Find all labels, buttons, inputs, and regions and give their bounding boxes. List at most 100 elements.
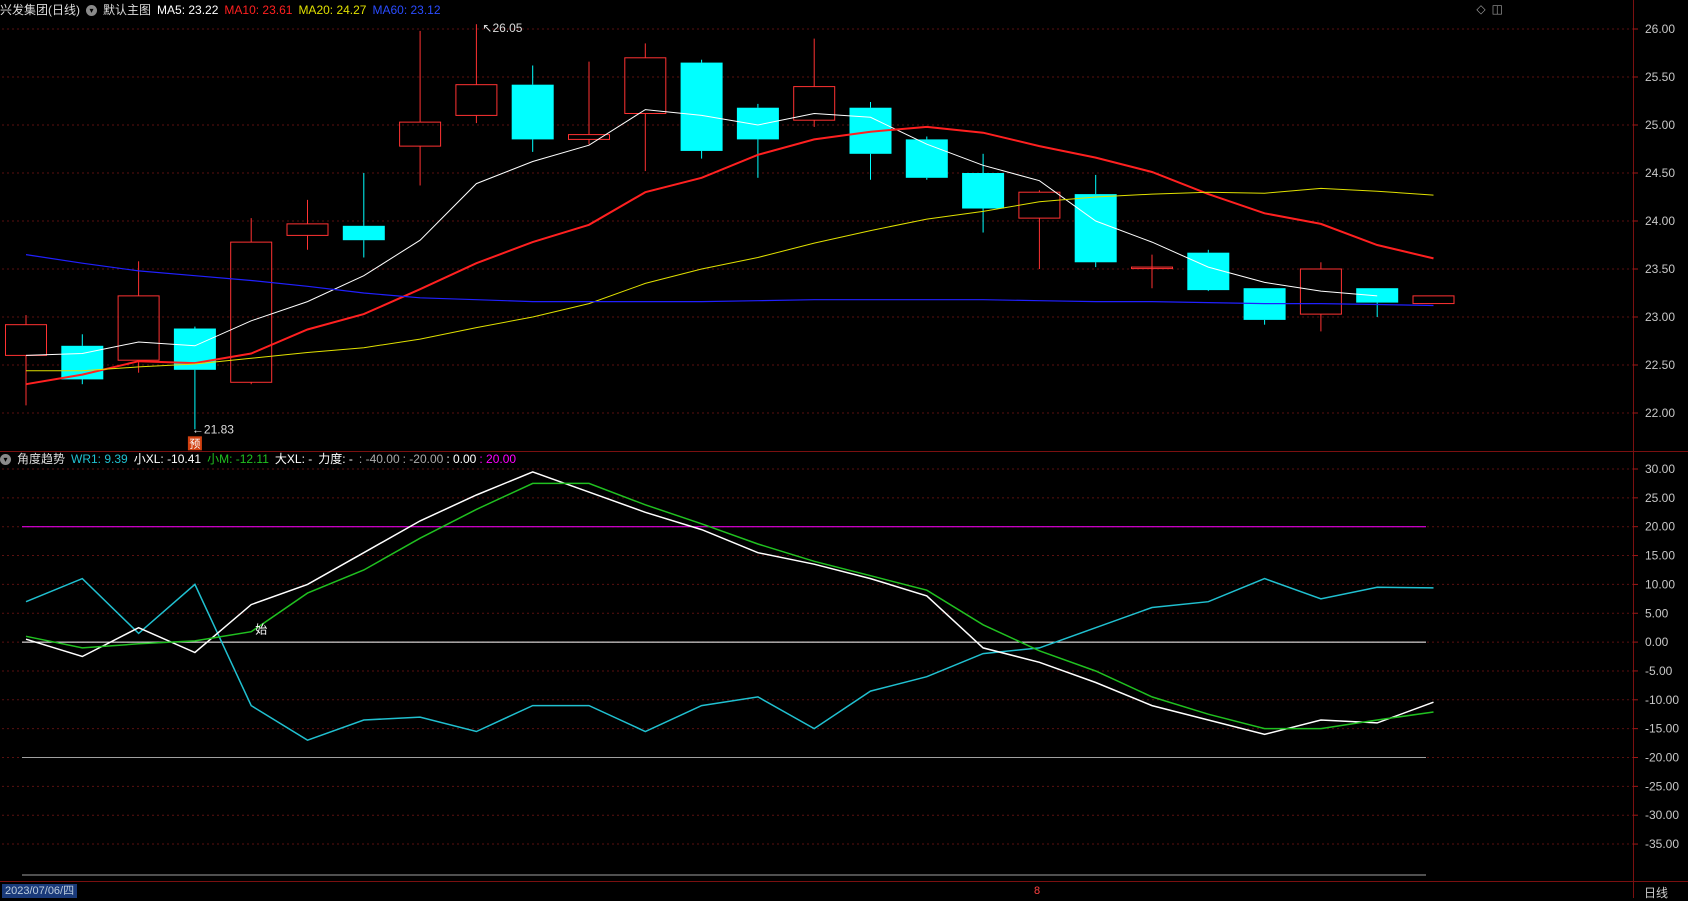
- pre-label-badge: [187, 436, 202, 451]
- indicator-header: ▾ 角度趋势 WR1: 9.39 小XL: -10.41 小M: -12.11 大XL: …: [0, 450, 522, 468]
- diamond-icon[interactable]: ◇: [1476, 2, 1486, 16]
- candle-body: [680, 62, 723, 151]
- y-tick-label: -30.00: [1645, 808, 1679, 822]
- ma20-line: [26, 187, 1434, 372]
- candle-body: [1131, 266, 1173, 270]
- y-tick-label: 25.50: [1645, 70, 1675, 84]
- y-tick-label: -20.00: [1645, 751, 1679, 765]
- y-tick-label: 5.00: [1645, 606, 1669, 620]
- candle: [5, 315, 47, 406]
- y-tick-label: -25.00: [1645, 779, 1679, 793]
- ma10-value: MA10: 23.61: [224, 3, 293, 17]
- y-tick-label: 22.00: [1645, 406, 1675, 420]
- candle: [230, 218, 273, 385]
- candle: [1412, 295, 1455, 305]
- level-plus20: : 20.00: [479, 452, 517, 466]
- candle: [286, 199, 329, 250]
- candle-body: [1018, 191, 1061, 219]
- chart-toolbar: ◇ ◫: [1470, 2, 1503, 16]
- candle: [905, 136, 948, 180]
- ma60-value: MA60: 23.12: [372, 3, 441, 17]
- candle: [624, 43, 667, 172]
- candle-body: [455, 84, 498, 116]
- indicator-line-1: [25, 471, 1434, 736]
- ma60-line: [25, 254, 1434, 307]
- xxl-value: 小XL: -10.41: [133, 452, 202, 466]
- candle: [455, 24, 498, 124]
- y-tick-label: 23.50: [1645, 262, 1675, 276]
- candle: [793, 38, 836, 127]
- candle: [511, 65, 554, 152]
- ma20-value: MA20: 24.27: [298, 3, 367, 17]
- candle-body: [342, 225, 385, 241]
- indicator-line-2: [25, 482, 1434, 730]
- indicator-line-0: [25, 577, 1434, 742]
- candle: [568, 61, 610, 145]
- y-tick-label: 24.00: [1645, 214, 1675, 228]
- chevron-down-icon[interactable]: ▾: [0, 454, 11, 466]
- candle-body: [793, 86, 836, 121]
- candle: [1356, 288, 1399, 317]
- y-tick-label: 0.00: [1645, 635, 1669, 649]
- template-name[interactable]: 默认主图: [103, 3, 152, 17]
- candle-body: [1299, 268, 1342, 315]
- candle-body: [568, 134, 610, 140]
- candle-body: [230, 241, 273, 383]
- candle-body: [624, 57, 667, 114]
- high-price-label: ↖26.05: [482, 21, 522, 35]
- y-tick-label: 15.00: [1645, 549, 1675, 563]
- y-tick-label: -10.00: [1645, 693, 1679, 707]
- candle-body: [117, 295, 160, 361]
- candle: [1187, 249, 1230, 292]
- footer-marker: 8: [1034, 885, 1040, 897]
- candle-body: [1074, 194, 1117, 263]
- start-label: 始: [255, 622, 267, 636]
- y-tick-label: 24.50: [1645, 166, 1675, 180]
- candle-body: [286, 223, 329, 236]
- y-tick-label: 22.50: [1645, 358, 1675, 372]
- candle: [1131, 254, 1173, 289]
- candle: [173, 326, 216, 430]
- wr1-value: WR1: 9.39: [71, 452, 128, 466]
- indicator-name[interactable]: 角度趋势: [17, 452, 66, 466]
- candle: [962, 153, 1005, 233]
- window-icon[interactable]: ◫: [1491, 2, 1503, 16]
- candle: [849, 101, 892, 180]
- pane-separator: [0, 451, 1688, 452]
- right-axis-border: [1633, 0, 1634, 898]
- candle: [1299, 262, 1342, 332]
- candle-body: [511, 84, 554, 140]
- lidu-value: 力度: -: [318, 452, 353, 466]
- pre-label-text: 预: [189, 437, 200, 450]
- y-tick-label: 10.00: [1645, 577, 1675, 591]
- bottom-axis-border: [0, 881, 1688, 882]
- candle: [399, 30, 442, 186]
- candle-body: [962, 173, 1005, 209]
- ma5-value: MA5: 23.22: [157, 3, 219, 17]
- chevron-down-icon[interactable]: ▾: [86, 5, 97, 17]
- xm-value: 小M: -12.11: [207, 452, 269, 466]
- cursor-date: 2023/07/06/四: [2, 884, 78, 898]
- candle: [342, 173, 385, 258]
- candle-body: [736, 107, 779, 140]
- y-tick-label: 20.00: [1645, 520, 1675, 534]
- ma10-line: [25, 125, 1434, 386]
- candle-body: [399, 121, 442, 147]
- level-minus20: : -20.00: [402, 452, 444, 466]
- candle-body: [5, 324, 47, 356]
- candle-body: [1412, 295, 1455, 305]
- candle: [1074, 174, 1117, 268]
- y-tick-label: 25.00: [1645, 491, 1675, 505]
- y-tick-label: 26.00: [1645, 22, 1675, 36]
- candle: [680, 59, 723, 159]
- candle: [736, 103, 779, 178]
- low-price-label: ←21.83: [192, 422, 234, 436]
- candle-body: [905, 139, 948, 178]
- dxl-value: 大XL: -: [274, 452, 313, 466]
- period-label[interactable]: 日线: [1643, 886, 1668, 900]
- level-zero: : 0.00: [446, 452, 477, 466]
- stock-name[interactable]: 兴发集团(日线): [0, 3, 80, 17]
- y-tick-label: -15.00: [1645, 722, 1679, 736]
